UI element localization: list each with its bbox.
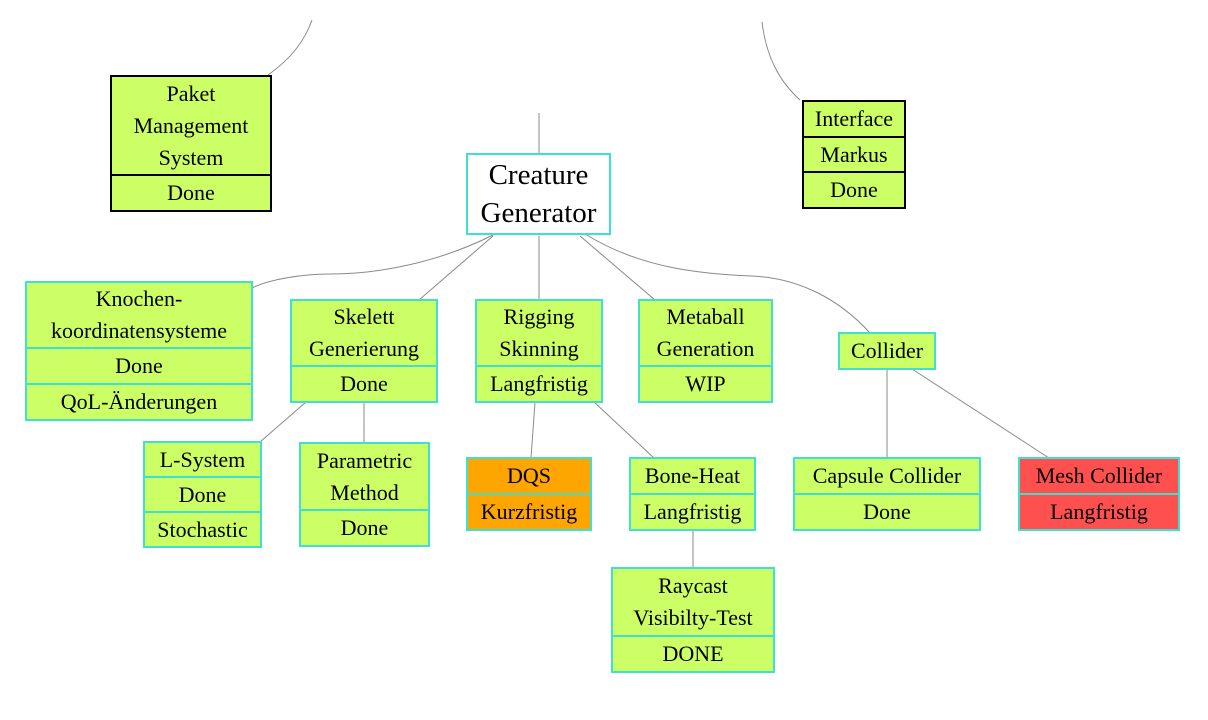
edge-root-skelett xyxy=(418,235,494,301)
node-l-system[interactable]: L-System Done Stochastic xyxy=(143,441,262,548)
node-title: Capsule Collider xyxy=(812,463,962,488)
edge-rigging-boneheat xyxy=(593,401,655,459)
node-raycast-visibility-test[interactable]: Raycast Visibilty-Test DONE xyxy=(611,567,775,673)
node-status: Done xyxy=(795,493,979,529)
node-status: Langfristig xyxy=(631,493,754,529)
node-status: Done xyxy=(292,365,436,401)
node-status: Done xyxy=(112,174,270,210)
node-title: Bone-Heat xyxy=(644,463,741,488)
node-title: Rigging Skinning xyxy=(499,304,579,361)
edge-skelett-lsystem xyxy=(259,401,307,443)
edge-root-metaball xyxy=(579,235,656,301)
node-owner: Markus xyxy=(804,135,904,172)
edge-root-knochen xyxy=(251,233,496,289)
node-dqs[interactable]: DQS Kurzfristig xyxy=(466,457,592,531)
edge-collider-mesh xyxy=(911,368,1050,459)
node-bone-heat[interactable]: Bone-Heat Langfristig xyxy=(629,457,756,531)
node-title: Paket Management System xyxy=(133,80,249,170)
node-collider[interactable]: Collider xyxy=(838,332,936,370)
root-title: Creature Generator xyxy=(480,159,597,229)
node-metaball-generation[interactable]: Metaball Generation WIP xyxy=(638,299,773,403)
node-knochenkoordinatensysteme[interactable]: Knochen- koordinatensysteme Done QoL-Änd… xyxy=(25,281,253,421)
node-title: L-System xyxy=(159,446,246,472)
node-skelett-generierung[interactable]: Skelett Generierung Done xyxy=(290,299,438,403)
node-note: Stochastic xyxy=(145,511,260,546)
node-rigging-skinning[interactable]: Rigging Skinning Langfristig xyxy=(475,299,603,403)
node-interface[interactable]: Interface Markus Done xyxy=(802,100,906,209)
edge-rigging-dqs xyxy=(530,401,536,459)
node-title: DQS xyxy=(506,463,551,488)
node-status: DONE xyxy=(613,635,773,671)
node-status: Done xyxy=(27,347,251,383)
node-capsule-collider[interactable]: Capsule Collider Done xyxy=(793,457,981,531)
node-status: Done xyxy=(301,509,428,545)
node-title: Mesh Collider xyxy=(1035,463,1163,488)
node-note: QoL-Änderungen xyxy=(27,383,251,419)
node-title: Interface xyxy=(814,105,894,131)
node-paket-management[interactable]: Paket Management System Done xyxy=(110,75,272,212)
node-title: Collider xyxy=(850,338,924,363)
node-creature-generator[interactable]: Creature Generator xyxy=(466,153,611,235)
node-title: Skelett Generierung xyxy=(309,304,419,361)
node-title: Metaball Generation xyxy=(656,304,755,361)
node-status: Done xyxy=(145,476,260,511)
node-title: Raycast Visibilty-Test xyxy=(633,573,753,630)
node-status: WIP xyxy=(640,365,771,401)
node-title: Parametric Method xyxy=(316,447,413,505)
node-parametric-method[interactable]: Parametric Method Done xyxy=(299,442,430,547)
edge-paket-offscreen xyxy=(267,19,313,76)
node-status: Done xyxy=(804,171,904,207)
node-title: Knochen- koordinatensysteme xyxy=(51,286,227,343)
edge-root-collider xyxy=(584,233,871,334)
node-status: Langfristig xyxy=(477,365,601,401)
edge-interface-offscreen xyxy=(761,21,801,101)
node-status: Kurzfristig xyxy=(468,493,590,529)
node-mesh-collider[interactable]: Mesh Collider Langfristig xyxy=(1018,457,1180,531)
node-status: Langfristig xyxy=(1020,493,1178,529)
